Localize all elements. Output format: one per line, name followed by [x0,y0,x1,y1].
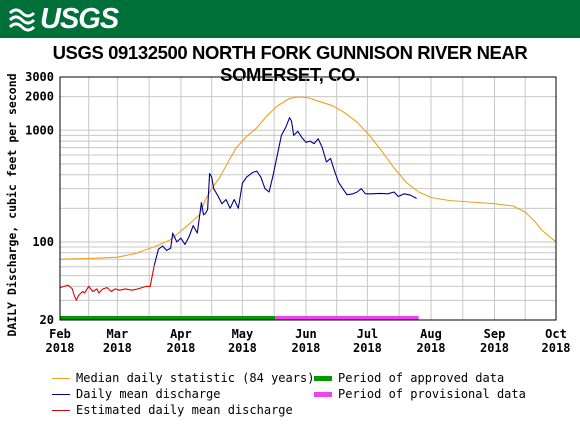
period-bar-approved [60,316,276,320]
x-tick-year-label: 2018 [480,341,509,355]
legend-label-daily: Daily mean discharge [76,387,221,401]
usgs-logo: USGS [8,2,119,35]
usgs-header-bar: USGS [0,0,580,38]
x-tick-year-label: 2018 [542,341,571,355]
y-tick-labels: 20 100 1000 2000 3000 [25,70,54,327]
x-tick-year-label: 2018 [291,341,320,355]
legend-item-approved: Period of approved data [314,370,504,386]
legend-label-provisional: Period of provisional data [338,387,526,401]
x-tick-year-label: 2018 [103,341,132,355]
series-line-median [59,96,557,260]
legend-label-median: Median daily statistic (84 years) [76,371,315,385]
x-tick-year-label: 2018 [353,341,382,355]
y-tick-label: 2000 [25,90,54,104]
series-line-daily [153,117,417,266]
x-tick-year-label: 2018 [46,341,75,355]
y-tick-label: 3000 [25,70,54,84]
series-line-estimated [59,264,155,301]
x-tick-month-label: Mar [107,327,129,341]
period-bars [60,316,419,320]
legend-label-approved: Period of approved data [338,371,505,385]
x-tick-month-label: Feb [49,327,71,341]
y-tick-label: 20 [40,313,54,327]
x-tick-month-label: Apr [170,327,192,341]
legend-swatch-median [52,377,70,379]
y-tick-label: 1000 [25,123,54,137]
grid-lines [60,77,556,320]
y-axis-label: DAILY Discharge, cubic feet per second [5,73,19,336]
legend-label-estimated: Estimated daily mean discharge [76,403,293,417]
x-tick-labels: Feb2018Mar2018Apr2018May2018Jun2018Jul20… [46,327,571,355]
legend-swatch-provisional [314,391,332,397]
x-tick-year-label: 2018 [166,341,195,355]
usgs-wave-icon [8,8,36,32]
legend-swatch-approved [314,375,332,381]
chart-title: USGS 09132500 NORTH FORK GUNNISON RIVER … [52,42,528,85]
data-series [59,96,557,301]
x-tick-month-label: Sep [484,327,506,341]
y-tick-label: 100 [32,235,54,249]
x-tick-month-label: Oct [545,327,567,341]
x-tick-month-label: Jul [357,327,379,341]
usgs-logo-text: USGS [40,2,119,35]
period-bar-provisional [275,316,419,320]
legend-item-median: Median daily statistic (84 years) [52,370,314,386]
legend-item-provisional: Period of provisional data [314,386,526,402]
x-tick-year-label: 2018 [417,341,446,355]
legend-item-estimated: Estimated daily mean discharge [52,402,293,418]
x-tick-month-label: May [232,327,254,341]
legend: Median daily statistic (84 years) Daily … [52,370,572,426]
plot-frame [59,76,557,321]
x-tick-month-label: Aug [420,327,442,341]
legend-swatch-estimated [52,409,70,411]
x-tick-year-label: 2018 [228,341,257,355]
x-tick-month-label: Jun [295,327,317,341]
legend-item-daily: Daily mean discharge [52,386,221,402]
legend-swatch-daily [52,393,70,395]
